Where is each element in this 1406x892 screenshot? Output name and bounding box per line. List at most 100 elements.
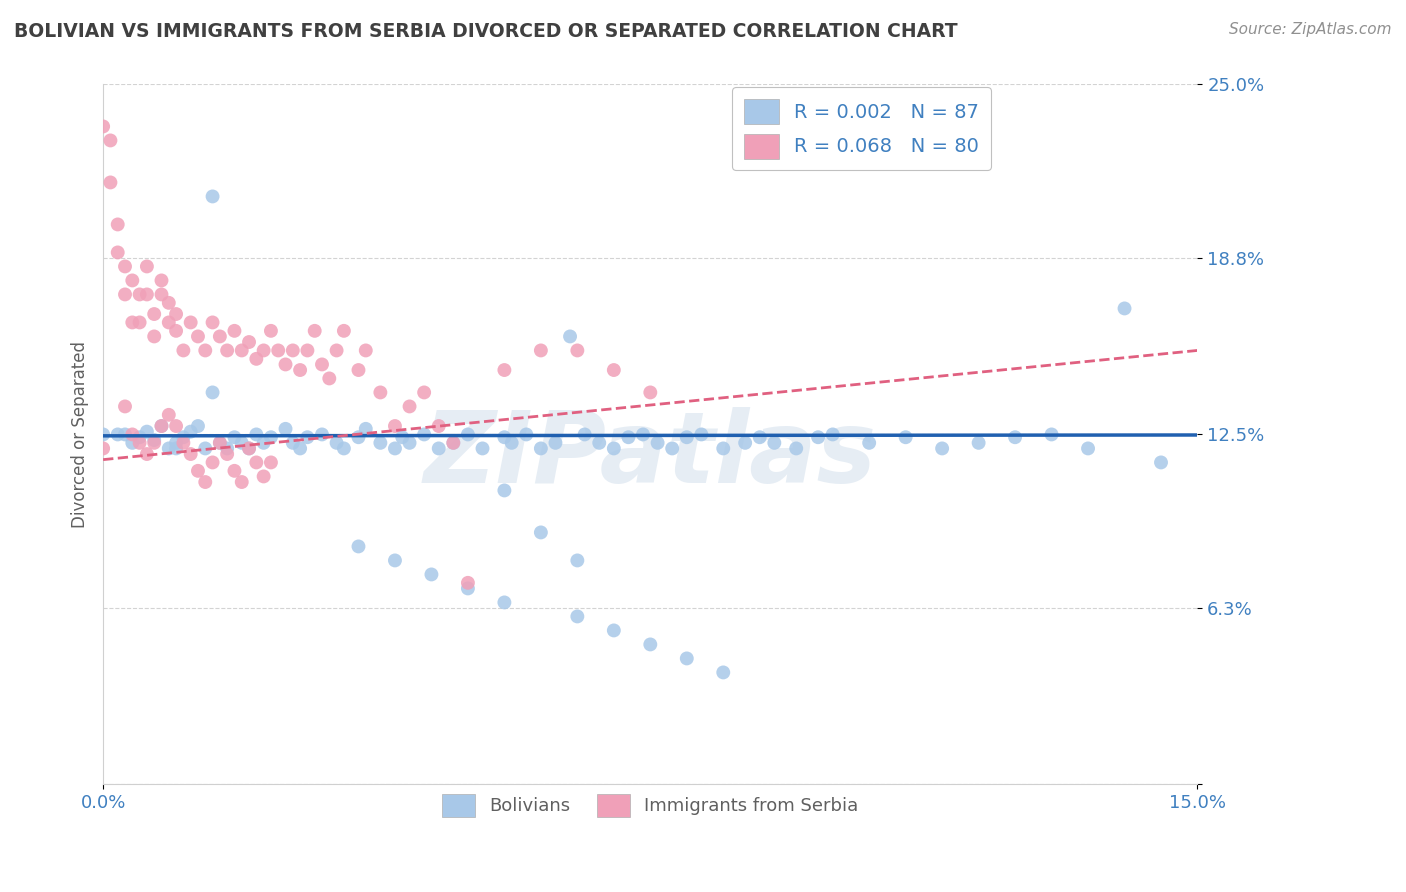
Point [180,425,202,439]
Point [245,455,267,469]
Point [172,435,194,450]
Point [347,430,370,444]
Point [91,427,114,442]
Point [675,651,697,665]
Point [238,334,260,349]
Point [391,430,413,444]
Point [588,435,610,450]
Point [501,435,523,450]
Point [150,419,173,434]
Point [253,435,276,450]
Point [748,430,770,444]
Point [260,430,283,444]
Point [333,442,356,456]
Point [354,422,377,436]
Point [441,435,464,450]
Point [114,260,136,274]
Point [281,343,304,358]
Point [253,343,276,358]
Point [231,343,253,358]
Text: BOLIVIAN VS IMMIGRANTS FROM SERBIA DIVORCED OR SEPARATED CORRELATION CHART: BOLIVIAN VS IMMIGRANTS FROM SERBIA DIVOR… [14,22,957,41]
Point [354,343,377,358]
Point [150,287,173,301]
Point [515,427,537,442]
Point [172,430,194,444]
Point [690,427,713,442]
Point [457,582,479,596]
Point [1004,430,1026,444]
Point [494,595,516,609]
Point [763,435,786,450]
Point [384,419,406,434]
Point [128,287,150,301]
Point [457,575,479,590]
Point [187,329,209,343]
Point [157,408,180,422]
Point [231,435,253,450]
Point [157,315,180,329]
Point [675,430,697,444]
Y-axis label: Divorced or Separated: Divorced or Separated [72,341,89,528]
Point [165,324,187,338]
Point [325,435,347,450]
Point [238,442,260,456]
Point [121,427,143,442]
Point [558,329,581,343]
Point [494,483,516,498]
Point [165,419,187,434]
Point [114,427,136,442]
Point [457,427,479,442]
Point [180,315,202,329]
Point [114,400,136,414]
Point [135,260,157,274]
Point [128,430,150,444]
Point [325,343,347,358]
Point [165,442,187,456]
Point [165,307,187,321]
Point [530,343,553,358]
Point [370,435,392,450]
Point [208,435,231,450]
Point [187,464,209,478]
Point [121,273,143,287]
Point [208,435,231,450]
Point [297,430,319,444]
Point [711,665,734,680]
Point [347,540,370,554]
Point [318,371,340,385]
Point [530,442,553,456]
Point [187,419,209,434]
Point [567,609,589,624]
Point [121,315,143,329]
Point [967,435,990,450]
Point [821,427,844,442]
Point [217,447,239,461]
Point [201,385,224,400]
Point [544,435,567,450]
Point [201,189,224,203]
Point [201,455,224,469]
Point [603,442,626,456]
Point [311,427,333,442]
Point [245,351,267,366]
Point [894,430,917,444]
Point [281,435,304,450]
Point [217,442,239,456]
Point [398,400,420,414]
Point [150,273,173,287]
Point [1114,301,1136,316]
Point [121,435,143,450]
Point [260,455,283,469]
Point [384,553,406,567]
Point [427,442,450,456]
Point [172,343,194,358]
Point [333,324,356,338]
Point [567,343,589,358]
Point [217,343,239,358]
Point [238,442,260,456]
Point [100,133,122,147]
Point [640,637,662,651]
Point [194,475,217,489]
Point [157,442,180,456]
Point [494,430,516,444]
